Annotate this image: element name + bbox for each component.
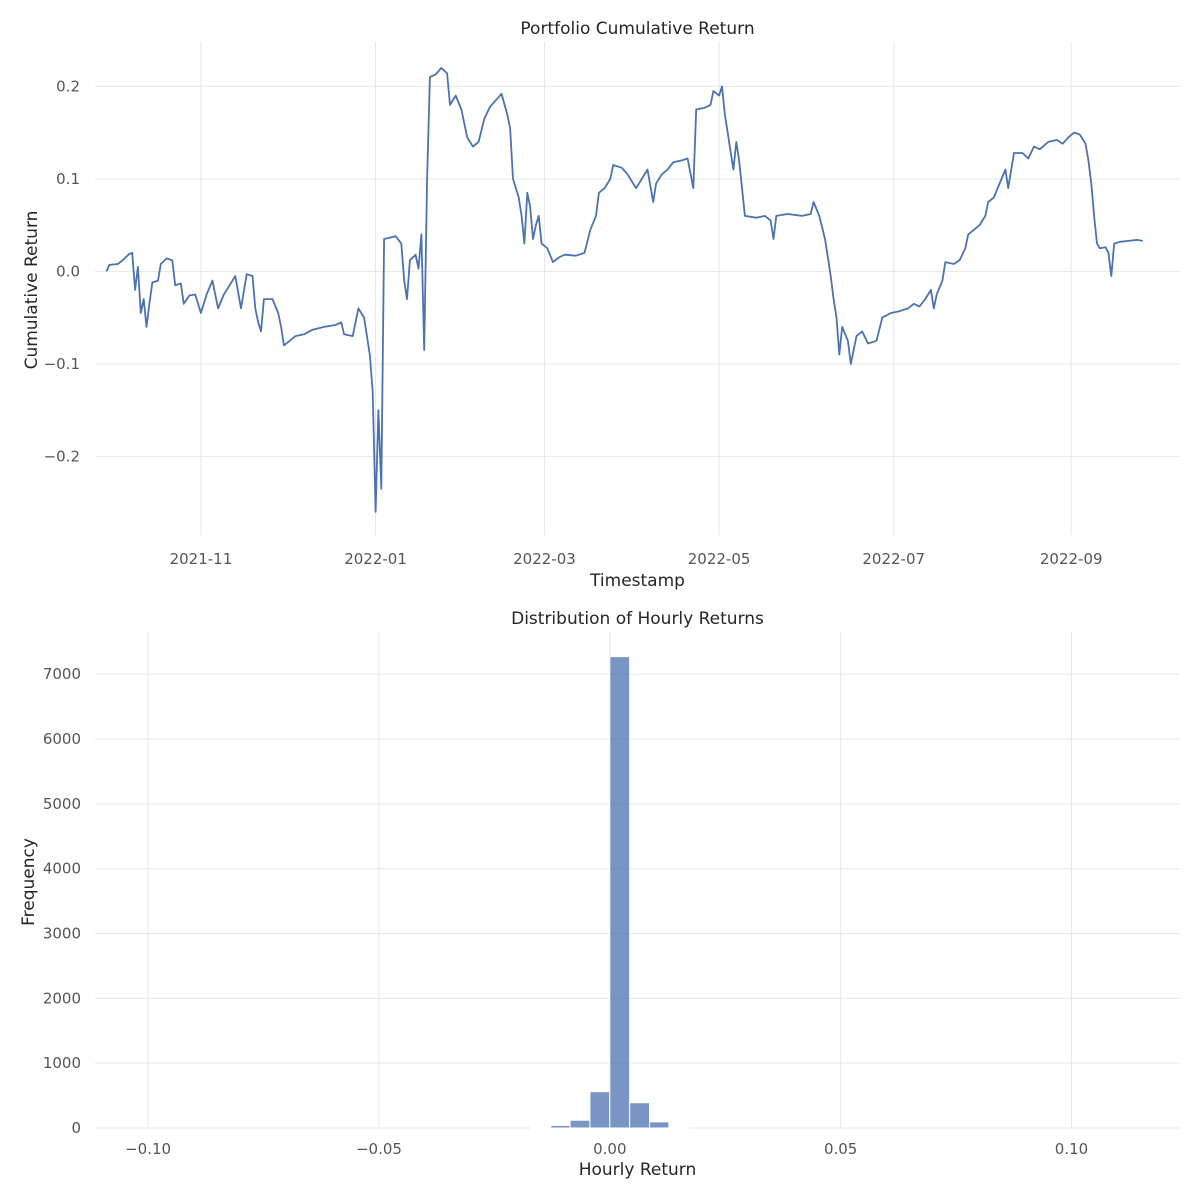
line-chart-y-tick-label: 0.0 [56, 262, 80, 280]
line-chart-x-tick-label: 2022-09 [1040, 550, 1103, 568]
histogram-y-tick-label: 6000 [43, 730, 81, 748]
histogram-y-tick-label: 2000 [43, 989, 81, 1007]
histogram-y-tick-label: 3000 [43, 924, 81, 942]
histogram-y-tick-label: 7000 [43, 665, 81, 683]
histogram-y-tick-label: 1000 [43, 1054, 81, 1072]
histogram-title: Distribution of Hourly Returns [511, 609, 764, 629]
line-chart-x-tick-label: 2021-11 [170, 550, 233, 568]
histogram-y-ticks: 0 1000 2000 3000 4000 5000 6000 7000 [43, 665, 81, 1137]
line-chart-x-ticks: 2021-11 2022-01 2022-03 2022-05 2022-07 2022-… [170, 550, 1103, 568]
histogram-bar [629, 1102, 651, 1129]
line-chart-x-label: Timestamp [589, 571, 685, 591]
histogram-bar [609, 656, 631, 1129]
histogram-y-label: Frequency [19, 838, 39, 926]
histogram-bar [550, 1124, 571, 1129]
line-chart-x-tick-label: 2022-07 [862, 550, 925, 568]
line-chart-y-tick-label: −0.2 [44, 447, 80, 465]
histogram-bar [589, 1091, 611, 1129]
line-chart-gridlines [95, 42, 1180, 535]
histogram-bar [569, 1119, 591, 1129]
line-chart-series [105, 67, 1143, 513]
histogram-chart: Distribution of Hourly Returns 0 1000 2000… [19, 609, 1180, 1180]
line-chart-x-tick-label: 2022-05 [688, 550, 751, 568]
line-chart-y-label: Cumulative Return [22, 211, 42, 370]
line-chart-y-tick-label: −0.1 [44, 355, 80, 373]
histogram-x-label: Hourly Return [579, 1160, 697, 1180]
line-chart-y-tick-label: 0.2 [56, 77, 80, 95]
line-chart-title: Portfolio Cumulative Return [520, 19, 754, 39]
histogram-x-tick-label: 0.05 [824, 1140, 857, 1158]
histogram-bar [649, 1121, 670, 1129]
histogram-x-tick-label: −0.05 [356, 1140, 402, 1158]
cumulative-return-line [105, 67, 1143, 513]
histogram-bar [530, 1127, 552, 1129]
histogram-x-tick-label: −0.10 [125, 1140, 171, 1158]
histogram-y-tick-label: 0 [71, 1119, 81, 1137]
line-chart-x-tick-label: 2022-03 [513, 550, 576, 568]
histogram-bar [668, 1126, 690, 1129]
line-chart-x-tick-label: 2022-01 [344, 550, 407, 568]
line-chart-y-ticks: −0.2 −0.1 0.0 0.1 0.2 [44, 77, 80, 465]
histogram-y-tick-label: 4000 [43, 860, 81, 878]
line-chart: Portfolio Cumulative Return −0.2 −0.1 0.0 0… [22, 19, 1180, 591]
histogram-x-ticks: −0.10 −0.05 0.00 0.05 0.10 [125, 1140, 1088, 1158]
histogram-bars [530, 656, 690, 1129]
histogram-x-tick-label: 0.00 [593, 1140, 626, 1158]
histogram-x-tick-label: 0.10 [1055, 1140, 1088, 1158]
histogram-gridlines [95, 632, 1180, 1129]
line-chart-y-tick-label: 0.1 [56, 170, 80, 188]
histogram-y-tick-label: 5000 [43, 795, 81, 813]
